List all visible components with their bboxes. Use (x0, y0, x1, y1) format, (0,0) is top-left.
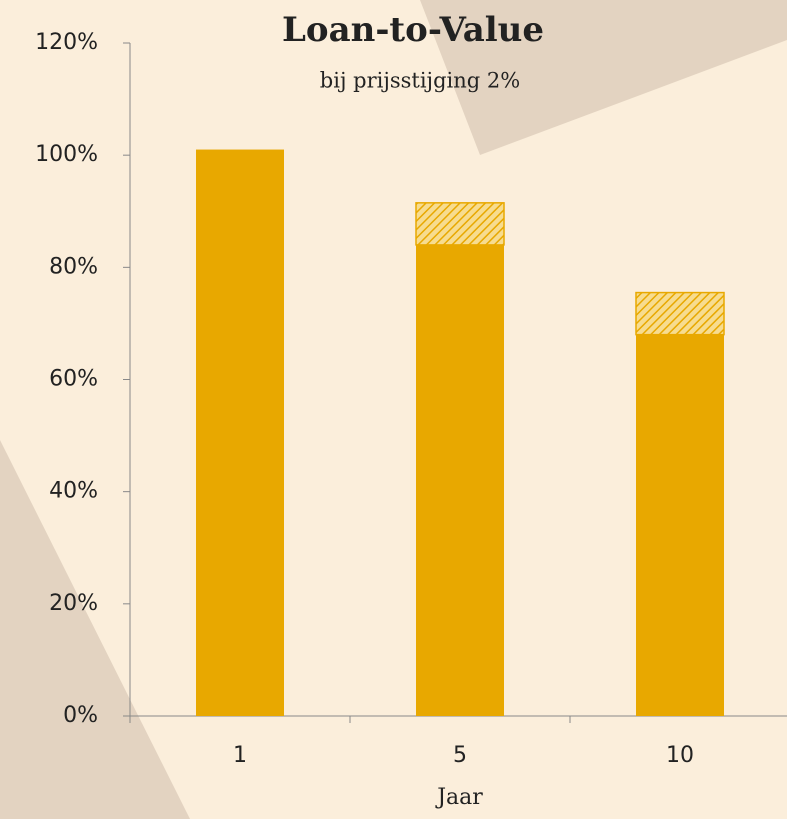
x-axis-label: Jaar (435, 785, 483, 810)
hatched-segment (635, 291, 725, 336)
background-shape (0, 440, 190, 819)
bar-segment (636, 334, 724, 716)
y-tick-label: 40% (49, 479, 98, 504)
background-shape (420, 0, 787, 155)
bar-segment (416, 244, 504, 716)
chart-subtitle: bij prijsstijging 2% (320, 69, 520, 93)
y-tick-label: 20% (49, 591, 98, 616)
y-tick-label: 120% (35, 30, 98, 55)
x-tick-label: 1 (233, 743, 247, 768)
y-tick-label: 80% (49, 254, 98, 279)
y-tick-label: 0% (63, 703, 98, 728)
x-tick-label: 5 (453, 743, 467, 768)
hatched-segment (415, 202, 505, 246)
bar-segment (196, 149, 284, 716)
chart-title: Loan-to-Value (282, 10, 544, 50)
y-tick-label: 100% (35, 142, 98, 167)
x-tick-label: 10 (666, 743, 694, 768)
y-tick-label: 60% (49, 367, 98, 392)
